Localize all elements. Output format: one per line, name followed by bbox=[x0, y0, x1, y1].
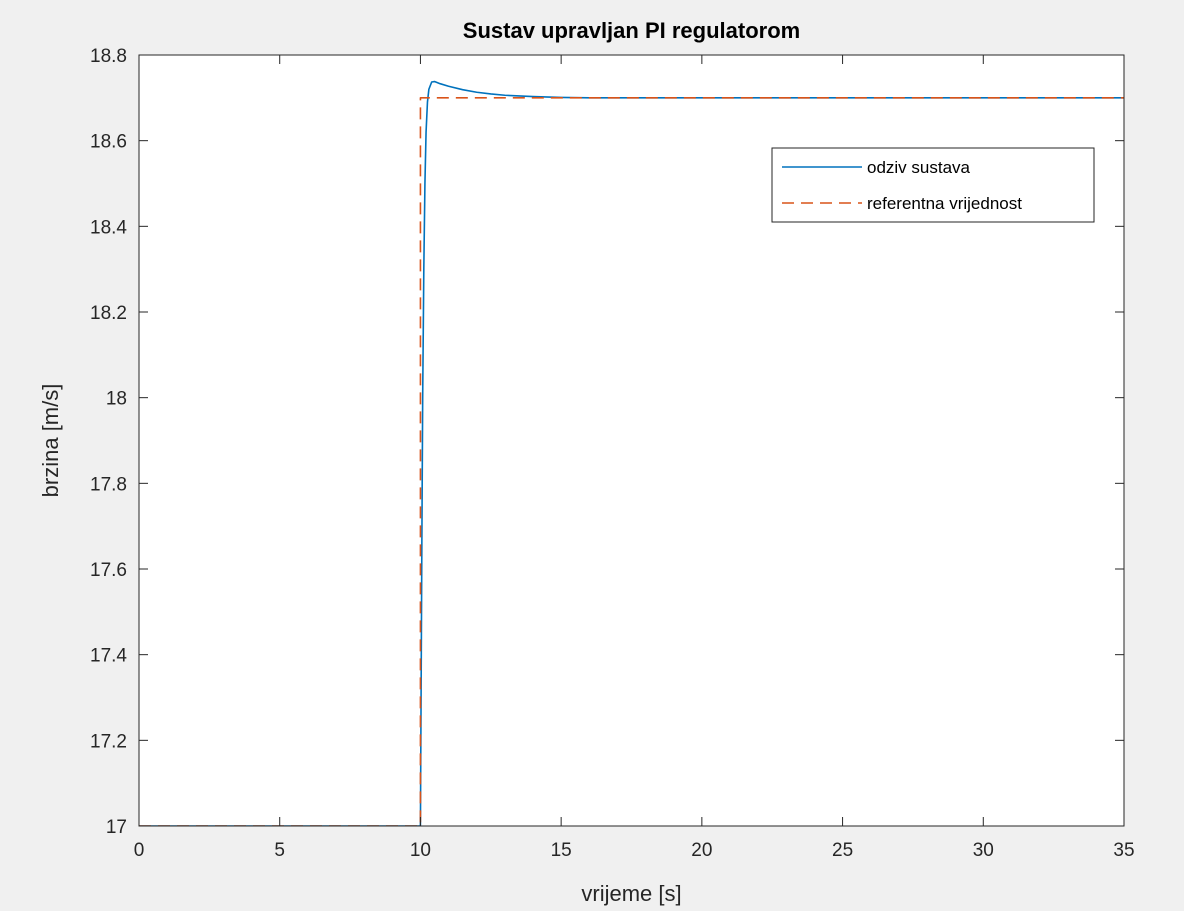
y-tick-label: 18.6 bbox=[90, 132, 127, 153]
y-axis-label: brzina [m/s] bbox=[38, 384, 63, 498]
chart-title: Sustav upravljan PI regulatorom bbox=[463, 18, 800, 43]
y-tick-label: 17.8 bbox=[90, 474, 127, 495]
series-layer bbox=[139, 80, 1124, 826]
x-tick-label: 15 bbox=[551, 840, 572, 861]
y-tick-label: 17.4 bbox=[90, 646, 127, 667]
x-axis: 0 5 10 15 20 25 30 35 bbox=[134, 55, 1135, 861]
y-tick-label: 18.4 bbox=[90, 217, 127, 238]
x-tick-label: 25 bbox=[832, 840, 853, 861]
y-tick-label: 17.2 bbox=[90, 731, 127, 752]
x-tick-label: 35 bbox=[1113, 840, 1134, 861]
legend-label-odziv-sustava: odziv sustava bbox=[867, 158, 971, 177]
y-tick-label: 17.6 bbox=[90, 560, 127, 581]
x-tick-label: 30 bbox=[973, 840, 994, 861]
legend-label-referentna-vrijednost: referentna vrijednost bbox=[867, 194, 1022, 213]
y-axis: 17 17.2 17.4 17.6 17.8 18 18.2 18.4 18.6 18.8 bbox=[90, 46, 1124, 838]
legend-box bbox=[771, 147, 1095, 223]
y-tick-label: 18.2 bbox=[90, 303, 127, 324]
x-axis-label: vrijeme [s] bbox=[581, 881, 681, 906]
axes-box bbox=[138, 54, 1125, 827]
y-tick-label: 18 bbox=[106, 389, 127, 410]
x-tick-label: 20 bbox=[691, 840, 712, 861]
y-tick-label: 18.8 bbox=[90, 46, 127, 67]
x-tick-label: 0 bbox=[134, 840, 145, 861]
x-tick-label: 5 bbox=[274, 840, 285, 861]
y-tick-label: 17 bbox=[106, 817, 127, 838]
x-tick-label: 10 bbox=[410, 840, 431, 861]
legend: odziv sustava referentna vrijednost bbox=[771, 147, 1095, 223]
